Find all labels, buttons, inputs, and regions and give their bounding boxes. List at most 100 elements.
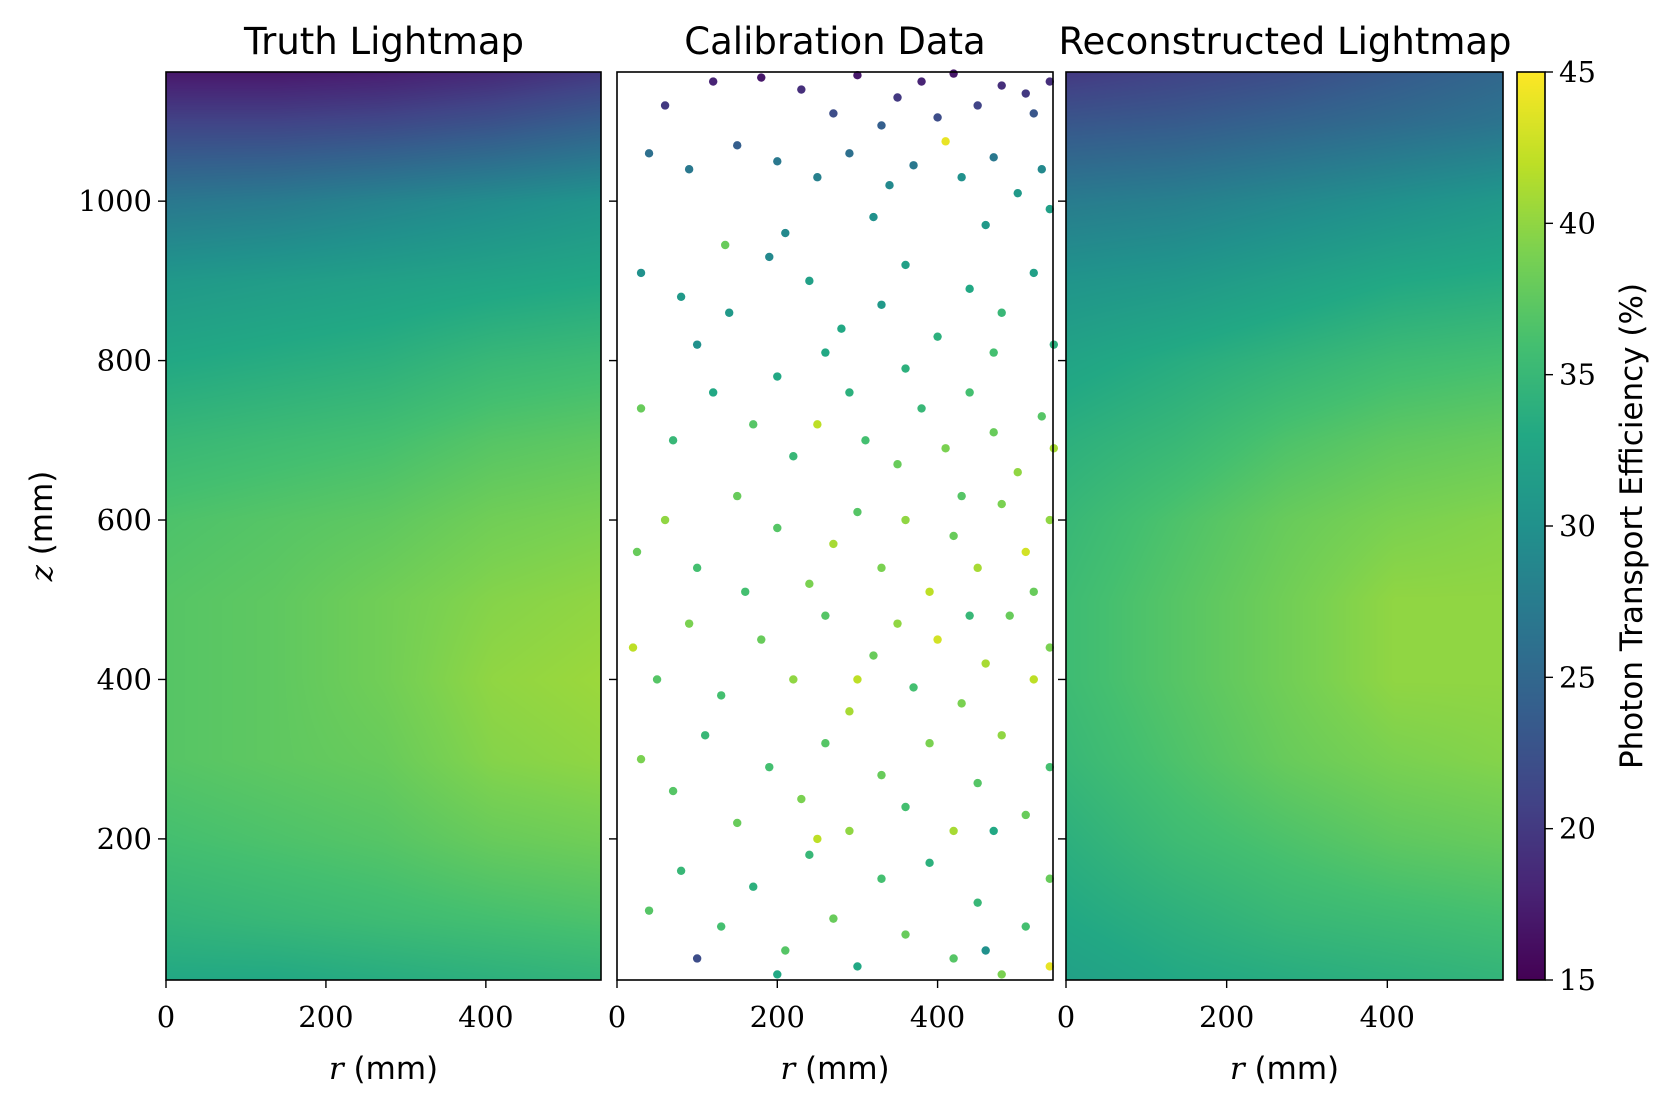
scatter-point xyxy=(877,874,886,883)
scatter-point xyxy=(853,70,862,80)
scatter-point xyxy=(636,404,646,413)
scatter-point xyxy=(989,826,998,836)
scatter-point xyxy=(749,882,758,891)
scatter-point xyxy=(1037,412,1046,421)
colorbar-tick-label: 45 xyxy=(1559,55,1596,89)
scatter-point xyxy=(644,906,654,915)
scatter-point xyxy=(829,539,838,549)
scatter-point xyxy=(1037,165,1046,174)
x-tick-label: 200 xyxy=(750,1000,805,1034)
scatter-point xyxy=(997,308,1006,317)
colorbar-tick-label: 30 xyxy=(1559,509,1596,543)
scatter-points xyxy=(628,69,1059,979)
x-tick-label: 200 xyxy=(1199,1000,1254,1034)
scatter-point xyxy=(813,834,822,844)
scatter-point xyxy=(805,850,814,860)
y-axis-unit: (mm) xyxy=(24,471,60,556)
scatter-point xyxy=(692,954,702,963)
scatter-point xyxy=(1045,77,1054,86)
scatter-point xyxy=(708,388,718,397)
scatter-point xyxy=(733,491,742,501)
scatter-point xyxy=(757,635,766,644)
scatter-point xyxy=(781,228,790,238)
scatter-point xyxy=(773,157,782,166)
scatter-point xyxy=(636,754,646,764)
scatter-point xyxy=(716,691,726,700)
scatter-point xyxy=(901,260,910,270)
y-axis-var: z xyxy=(24,564,60,582)
scatter-point xyxy=(773,523,782,533)
axes-frame-2 xyxy=(1065,71,1504,981)
scatter-point xyxy=(1045,962,1054,971)
scatter-point xyxy=(628,643,638,652)
axes-frame-0 xyxy=(165,71,602,981)
scatter-point xyxy=(949,69,958,78)
colorbar-tick-label: 15 xyxy=(1559,963,1596,997)
scatter-point xyxy=(957,491,966,501)
scatter-point xyxy=(853,675,862,684)
scatter-point xyxy=(877,300,886,309)
scatter-point xyxy=(1045,515,1054,525)
scatter-point xyxy=(1029,109,1038,118)
scatter-point xyxy=(877,770,886,780)
scatter-point xyxy=(869,651,878,660)
x-tick-label: 400 xyxy=(910,1000,965,1034)
scatter-point xyxy=(853,507,862,517)
colorbar-gradient xyxy=(1517,72,1545,980)
scatter-point xyxy=(997,970,1006,979)
scatter-point xyxy=(821,739,830,748)
scatter-point xyxy=(684,619,694,628)
scatter-point xyxy=(981,946,990,955)
scatter-point xyxy=(925,587,934,596)
scatter-point xyxy=(901,364,910,373)
scatter-point xyxy=(973,778,982,788)
y-tick-label: 200 xyxy=(97,822,152,856)
scatter-point xyxy=(1029,268,1038,278)
y-tick-label: 800 xyxy=(97,344,152,378)
scatter-point xyxy=(949,531,958,541)
scatter-point xyxy=(813,420,822,429)
x-axis-label: r (mm) xyxy=(780,1051,889,1087)
x-tick-label: 400 xyxy=(1360,1000,1415,1034)
scatter-point xyxy=(1045,643,1054,652)
scatter-point xyxy=(1029,587,1038,596)
panel-title-calibration: Calibration Data xyxy=(684,20,985,63)
scatter-point xyxy=(1045,874,1054,883)
scatter-point xyxy=(909,161,918,170)
scatter-point xyxy=(925,739,934,748)
scatter-point xyxy=(949,954,958,963)
scatter-point xyxy=(845,826,854,836)
scatter-point xyxy=(925,858,934,868)
scatter-point xyxy=(957,173,966,182)
scatter-point xyxy=(676,292,686,302)
scatter-point xyxy=(901,930,910,939)
scatter-point xyxy=(845,149,854,158)
x-axis-unit: (mm) xyxy=(795,1051,889,1087)
scatter-point xyxy=(1049,340,1059,349)
colorbar-tick-label: 35 xyxy=(1559,358,1596,392)
scatter-point xyxy=(1021,810,1030,820)
scatter-point xyxy=(981,659,990,668)
scatter-point xyxy=(1013,467,1022,477)
scatter-point xyxy=(1045,204,1054,214)
scatter-point xyxy=(660,101,670,110)
scatter-point xyxy=(1021,922,1030,931)
scatter-point xyxy=(973,101,982,110)
scatter-point xyxy=(877,563,886,573)
scatter-point xyxy=(861,436,870,445)
colorbar-tick-label: 40 xyxy=(1559,206,1596,240)
scatter-point xyxy=(741,587,750,596)
scatter-point xyxy=(917,404,926,413)
x-axis-unit: (mm) xyxy=(1245,1051,1339,1087)
scatter-point xyxy=(636,268,646,278)
scatter-point xyxy=(797,85,806,94)
scatter-point xyxy=(949,826,958,836)
scatter-point xyxy=(644,149,654,158)
scatter-point xyxy=(909,683,918,692)
scatter-point xyxy=(1005,611,1014,620)
scatter-point xyxy=(660,515,670,525)
x-axis-var: r xyxy=(780,1051,797,1087)
scatter-point xyxy=(789,452,798,461)
panel-title-reconstructed: Reconstructed Lightmap xyxy=(1058,20,1511,63)
